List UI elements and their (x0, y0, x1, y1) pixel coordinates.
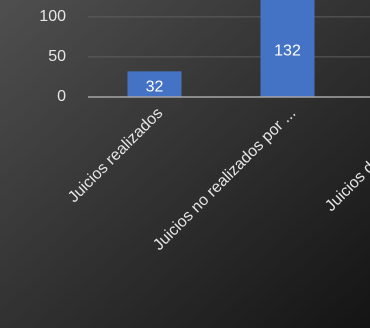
bar (127, 71, 182, 97)
y-tick-label: 50 (48, 48, 66, 65)
data-label: 132 (274, 43, 301, 60)
data-label: 32 (146, 78, 164, 95)
y-tick-label: 100 (39, 8, 66, 25)
y-tick-label: 0 (57, 88, 66, 105)
bar (260, 0, 315, 98)
